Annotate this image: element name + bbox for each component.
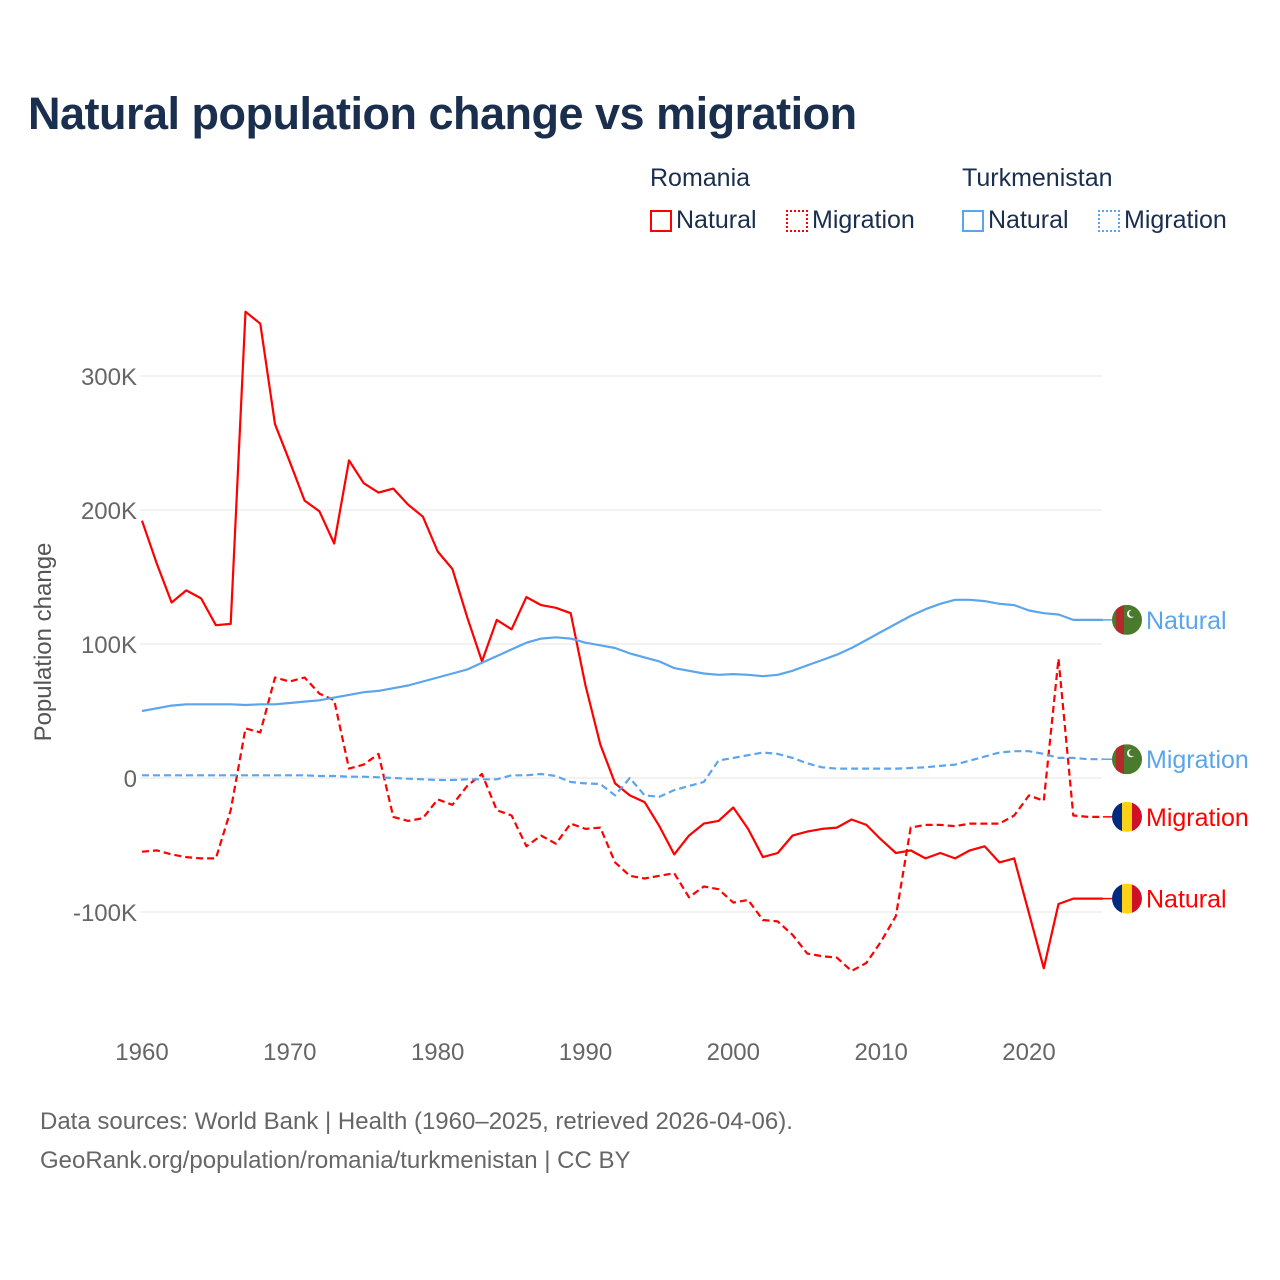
x-tick-label: 1980 xyxy=(411,1039,464,1066)
chart-title: Natural population change vs migration xyxy=(28,88,857,139)
legend-turkmenistan-natural[interactable]: Natural xyxy=(962,206,1069,235)
series-line-turkmenistan-natural[interactable] xyxy=(141,598,1103,713)
y-tick-label: 200K xyxy=(81,498,137,525)
legend-label: Migration xyxy=(812,206,915,234)
legend-label: Natural xyxy=(676,206,757,234)
legend-romania-migration[interactable]: Migration xyxy=(786,206,915,235)
turkmenistan-flag-icon xyxy=(1112,744,1142,775)
footer-sources: Data sources: World Bank | Health (1960–… xyxy=(40,1108,793,1135)
legend-label: Migration xyxy=(1124,206,1227,234)
solid-swatch-icon xyxy=(962,209,984,232)
dotted-swatch-icon xyxy=(786,209,808,232)
y-axis-label: Population change xyxy=(30,543,57,742)
y-tick-label: -100K xyxy=(73,900,137,927)
x-tick-label: 2020 xyxy=(1002,1039,1055,1066)
series-line-romania-natural[interactable] xyxy=(140,310,1103,970)
series-line-turkmenistan-migration[interactable] xyxy=(142,750,1103,798)
series-end-label: Natural xyxy=(1146,607,1227,635)
legend-turkmenistan-migration[interactable]: Migration xyxy=(1098,206,1227,235)
series-end-label: Natural xyxy=(1146,886,1227,914)
x-tick-label: 2000 xyxy=(707,1039,760,1066)
romania-flag-icon xyxy=(1112,883,1142,914)
y-tick-label: 300K xyxy=(81,364,137,391)
series-line-romania-migration[interactable] xyxy=(141,657,1103,973)
legend-romania-natural[interactable]: Natural xyxy=(650,206,757,235)
turkmenistan-flag-icon xyxy=(1112,604,1142,635)
x-tick-label: 2010 xyxy=(854,1039,907,1066)
legend-label: Natural xyxy=(988,206,1069,234)
romania-flag-icon xyxy=(1112,801,1142,832)
x-tick-label: 1970 xyxy=(263,1039,316,1066)
series-end-label: Migration xyxy=(1146,746,1249,774)
y-tick-label: 100K xyxy=(81,632,137,659)
solid-swatch-icon xyxy=(650,209,672,232)
x-tick-label: 1990 xyxy=(559,1039,612,1066)
legend-group-romania: Romania xyxy=(650,164,751,192)
legend-group-turkmenistan: Turkmenistan xyxy=(962,164,1113,192)
footer-link[interactable]: GeoRank.org/population/romania/turkmenis… xyxy=(40,1147,631,1174)
dotted-swatch-icon xyxy=(1098,209,1120,232)
x-tick-label: 1960 xyxy=(115,1039,168,1066)
series-end-label: Migration xyxy=(1146,804,1249,832)
y-tick-label: 0 xyxy=(124,766,137,793)
